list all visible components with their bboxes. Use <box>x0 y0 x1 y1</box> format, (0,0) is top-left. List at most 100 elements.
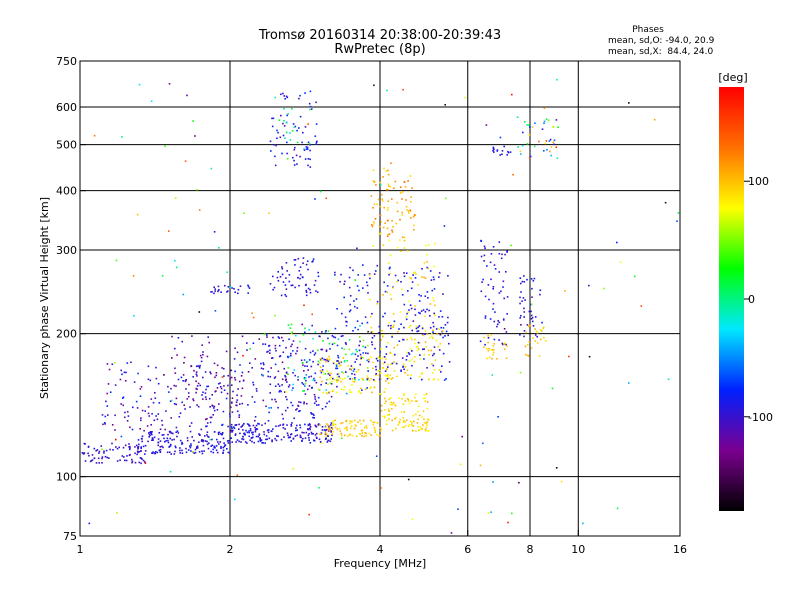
data-point <box>531 296 533 298</box>
data-point <box>298 270 301 272</box>
data-point <box>308 439 310 441</box>
data-point <box>502 286 504 288</box>
data-point <box>382 415 384 417</box>
data-point <box>483 245 486 248</box>
data-point <box>309 90 312 93</box>
data-point <box>312 350 314 352</box>
data-point <box>246 423 249 425</box>
data-point <box>391 335 393 337</box>
data-point <box>386 209 389 211</box>
data-point <box>368 432 371 435</box>
data-point <box>387 324 390 327</box>
data-point <box>421 372 424 374</box>
data-point <box>142 445 145 448</box>
data-point <box>121 455 124 457</box>
data-point <box>338 365 340 368</box>
data-point <box>539 293 541 296</box>
data-point <box>273 377 276 379</box>
data-point <box>366 281 368 284</box>
data-point <box>330 422 333 424</box>
data-point <box>497 320 499 322</box>
data-point <box>147 440 149 443</box>
data-point <box>305 361 308 363</box>
data-point <box>188 395 190 398</box>
data-point <box>344 342 347 344</box>
data-point <box>550 154 552 157</box>
data-point <box>213 292 215 295</box>
data-point <box>266 438 268 441</box>
data-point <box>274 164 277 167</box>
data-point <box>280 390 282 393</box>
data-point <box>408 425 410 427</box>
data-point <box>218 431 221 434</box>
data-point <box>155 366 157 369</box>
data-point <box>277 271 279 273</box>
data-point <box>435 328 438 330</box>
data-point <box>236 474 239 476</box>
data-point <box>429 315 431 317</box>
data-point <box>530 278 533 280</box>
data-point <box>308 437 310 439</box>
data-point <box>415 430 417 432</box>
data-point <box>542 327 545 330</box>
data-point <box>198 367 201 369</box>
data-point <box>284 379 287 382</box>
data-point <box>249 425 251 427</box>
data-point <box>356 247 358 250</box>
data-point <box>304 437 307 439</box>
data-point <box>431 289 434 292</box>
data-point <box>336 381 338 383</box>
data-point <box>88 522 91 525</box>
data-point <box>399 239 401 241</box>
data-point <box>507 151 510 154</box>
data-point <box>379 351 381 353</box>
data-point <box>308 427 311 430</box>
data-point <box>492 351 495 354</box>
data-point <box>239 432 241 435</box>
data-point <box>325 350 328 352</box>
data-point <box>393 346 395 349</box>
data-point <box>356 320 359 322</box>
data-point <box>528 134 531 136</box>
data-point <box>87 452 89 455</box>
data-point <box>426 333 429 335</box>
data-point <box>521 145 524 147</box>
data-point <box>279 389 281 392</box>
data-point <box>353 381 356 383</box>
data-point <box>150 432 152 434</box>
data-point <box>227 442 230 444</box>
data-point <box>205 418 207 421</box>
data-point <box>432 276 435 278</box>
data-point <box>277 425 280 427</box>
data-point <box>402 236 404 239</box>
data-point <box>254 419 256 422</box>
data-point <box>380 348 382 350</box>
data-point <box>289 436 291 439</box>
data-point <box>287 324 290 326</box>
data-point <box>536 332 539 334</box>
data-point <box>345 320 347 323</box>
data-point <box>195 391 197 394</box>
data-point <box>318 433 321 435</box>
data-point <box>167 439 169 442</box>
data-point <box>523 335 525 338</box>
data-point <box>190 365 193 367</box>
data-point <box>325 349 328 351</box>
data-point <box>412 425 415 427</box>
data-point <box>299 436 302 438</box>
data-point <box>521 280 524 283</box>
data-point <box>373 203 376 205</box>
data-point <box>136 213 139 216</box>
data-point <box>154 392 156 394</box>
data-point <box>251 312 253 315</box>
data-point <box>399 311 402 313</box>
data-point <box>123 456 125 458</box>
data-point <box>325 426 327 428</box>
data-point <box>420 373 423 375</box>
data-point <box>268 344 271 347</box>
data-point <box>503 297 505 300</box>
data-point <box>230 369 233 372</box>
data-point <box>340 388 343 390</box>
stats-line-x: mean, sd,X: 84.4, 24.0 <box>608 47 714 57</box>
data-point <box>301 323 303 326</box>
